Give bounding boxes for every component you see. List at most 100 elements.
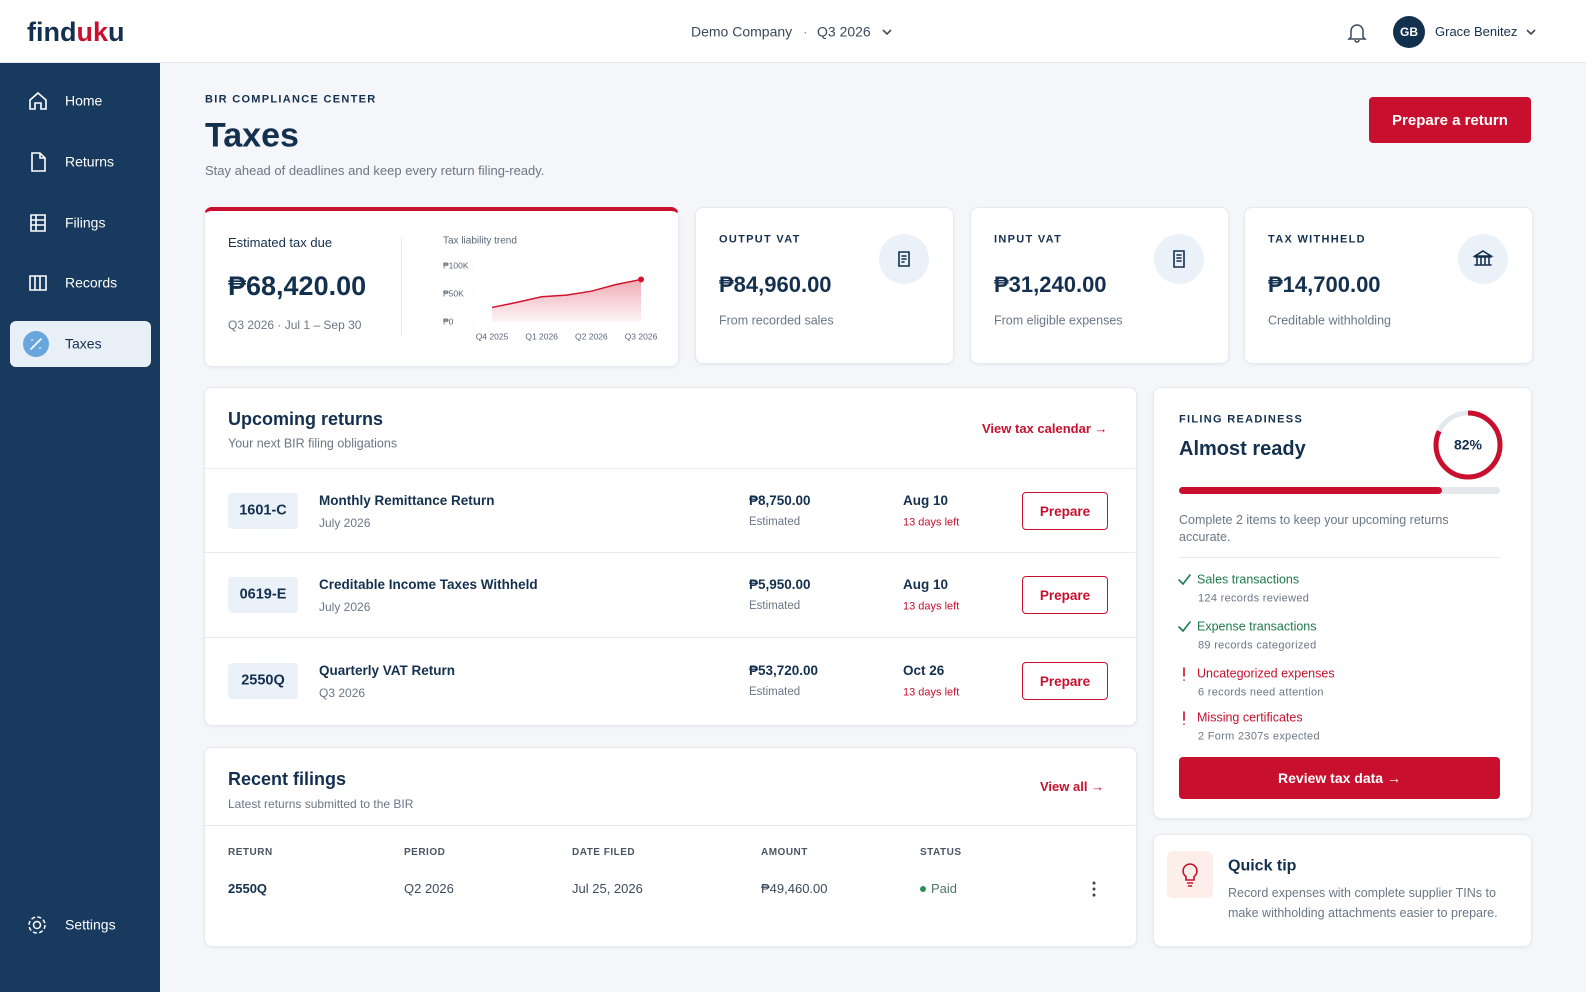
- company-name[interactable]: Demo Company: [691, 23, 793, 40]
- return-amount: ₱8,750.00: [749, 492, 811, 508]
- alert-icon: [1183, 711, 1185, 725]
- progress-bar: [1179, 487, 1443, 494]
- ring-arc: [1433, 410, 1503, 480]
- y-tick-label: ₱0: [443, 316, 454, 326]
- recent-panel: [204, 747, 1137, 947]
- summary-amount: ₱68,420.00: [228, 270, 367, 301]
- notification-bell[interactable]: [1346, 21, 1368, 43]
- prepare-button[interactable]: Prepare: [1022, 492, 1108, 530]
- page-subtitle: Stay ahead of deadlines and keep every r…: [205, 163, 545, 179]
- stat-amount: ₱84,960.00: [719, 271, 832, 297]
- column-header: AMOUNT: [761, 847, 808, 858]
- stat-note: Creditable withholding: [1268, 313, 1391, 328]
- readiness-item-detail: 124 records reviewed: [1198, 592, 1310, 605]
- stat-icon-bg: [1458, 234, 1508, 284]
- readiness-title: Almost ready: [1179, 438, 1306, 460]
- readiness-item-title: Missing certificates: [1197, 710, 1303, 725]
- icon-path: [898, 251, 910, 267]
- return-period: July 2026: [319, 599, 371, 614]
- icon-path: [30, 214, 46, 232]
- due-note: 13 days left: [903, 686, 960, 699]
- form-code: 1601-C: [239, 502, 287, 519]
- stat-note: From eligible expenses: [994, 313, 1123, 328]
- divider: [204, 637, 1135, 638]
- x-tick-label: Q2 2026: [575, 331, 608, 341]
- return-period: July 2026: [319, 515, 371, 530]
- summary-card: [204, 207, 679, 367]
- return-amount: ₱53,720.00: [749, 662, 819, 678]
- icon-path: [1173, 250, 1185, 268]
- separator: ·: [803, 23, 808, 40]
- return-name: Monthly Remittance Return: [319, 492, 495, 508]
- icon-path: [1178, 621, 1191, 633]
- icon-path: [1178, 574, 1191, 586]
- stat-label: OUTPUT VAT: [719, 233, 801, 246]
- prepare-button[interactable]: Prepare: [1022, 576, 1108, 614]
- eyebrow: FILING READINESS: [1179, 413, 1304, 426]
- trend-area: [492, 279, 641, 322]
- readiness-ring: [1433, 410, 1503, 480]
- prepare-button[interactable]: Prepare: [1022, 662, 1108, 700]
- more-menu[interactable]: [1088, 880, 1100, 898]
- review-button[interactable]: Review tax data →: [1179, 757, 1500, 799]
- divider: [401, 237, 402, 335]
- check-icon: [1178, 574, 1191, 586]
- amount-note: Estimated: [749, 686, 801, 699]
- nav-item[interactable]: Returns: [65, 153, 115, 170]
- divider: [204, 552, 1135, 553]
- eyebrow: BIR COMPLIANCE CENTER: [205, 93, 377, 106]
- nav-item[interactable]: Taxes: [65, 335, 102, 352]
- tip-title: Quick tip: [1228, 857, 1297, 875]
- return-name: Creditable Income Taxes Withheld: [319, 576, 538, 592]
- due-date: Oct 26: [903, 662, 945, 678]
- panel-subtitle: Your next BIR filing obligations: [228, 436, 398, 451]
- readiness-item-title: Sales transactions: [1197, 572, 1300, 587]
- amount-note: Estimated: [749, 600, 801, 613]
- avatar[interactable]: [1393, 16, 1425, 48]
- logo[interactable]: finduku: [27, 16, 125, 47]
- form-code: 2550Q: [241, 672, 285, 689]
- status: Paid: [931, 881, 958, 897]
- period-selector[interactable]: Q3 2026: [817, 23, 871, 40]
- chart-title: Tax liability trend: [443, 236, 517, 247]
- return-period: Q3 2026: [319, 685, 366, 700]
- cell: Jul 25, 2026: [572, 881, 643, 897]
- trend-chart: Tax liability trend ₱0 ₱50K ₱100K Q4 2025 Q1…: [443, 236, 658, 342]
- stat-icon-bg: [1154, 234, 1204, 284]
- stat-note: From recorded sales: [719, 313, 834, 328]
- panel-title: Recent filings: [228, 769, 347, 790]
- icon-path: [1472, 250, 1494, 266]
- stat-amount: ₱14,700.00: [1268, 271, 1381, 297]
- view-all-link[interactable]: View all →: [1040, 779, 1105, 795]
- readiness-item-title: Uncategorized expenses: [1197, 666, 1335, 681]
- nav-icon: [30, 214, 46, 232]
- cell: ₱49,460.00: [761, 881, 828, 897]
- user-name[interactable]: Grace Benitez: [1435, 24, 1518, 40]
- y-tick-label: ₱100K: [443, 260, 469, 270]
- stat-icon: [1472, 250, 1494, 266]
- trend-endpoint: [638, 276, 644, 283]
- form-code: 0619-E: [239, 586, 287, 603]
- nav-item[interactable]: Filings: [65, 214, 106, 231]
- tip-text: Record expenses with complete supplier T…: [1228, 886, 1498, 920]
- amount-note: Estimated: [749, 516, 801, 529]
- icon-path: [31, 152, 46, 172]
- sidebar: [0, 63, 160, 992]
- chevron: [882, 29, 892, 36]
- x-tick-label: Q1 2026: [525, 331, 558, 341]
- calendar-link[interactable]: View tax calendar →: [982, 421, 1108, 437]
- form-code-badge: [228, 577, 298, 613]
- nav-settings[interactable]: Settings: [65, 916, 116, 933]
- nav-item[interactable]: Home: [65, 92, 103, 109]
- return-name: Quarterly VAT Return: [319, 662, 456, 678]
- nav-item[interactable]: Records: [65, 274, 118, 291]
- column-header: STATUS: [920, 847, 962, 858]
- readiness-percent: 82%: [1453, 436, 1483, 453]
- nav-icon: [31, 152, 46, 172]
- prepare-return-button[interactable]: Prepare a return: [1369, 97, 1531, 143]
- form-code-badge: [228, 493, 298, 529]
- summary-label: Estimated tax due: [228, 235, 333, 251]
- percent-icon: [30, 338, 42, 350]
- readiness-item-detail: 6 records need attention: [1198, 686, 1324, 699]
